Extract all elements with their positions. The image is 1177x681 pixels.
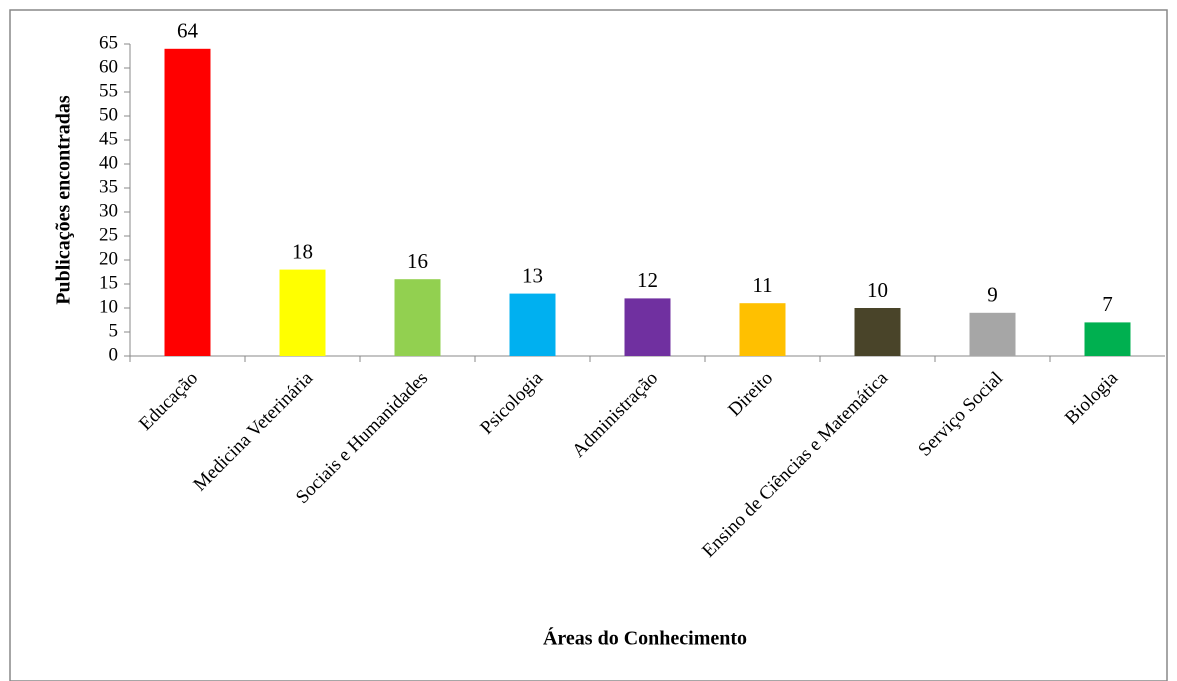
y-tick-label: 60 (99, 56, 118, 77)
y-tick-label: 25 (99, 224, 118, 245)
y-tick-label: 20 (99, 248, 118, 269)
bar (739, 303, 786, 356)
value-label: 12 (637, 268, 658, 292)
y-tick-label: 45 (99, 128, 118, 149)
bar (164, 48, 211, 357)
value-label: 16 (407, 249, 428, 273)
y-tick-label: 40 (99, 152, 118, 173)
value-label: 10 (867, 278, 888, 302)
value-label: 13 (522, 263, 543, 287)
value-label: 7 (1102, 292, 1113, 316)
y-tick-label: 5 (109, 320, 119, 341)
y-tick-label: 0 (109, 344, 119, 365)
y-tick-label: 10 (99, 296, 118, 317)
bar (969, 312, 1016, 356)
value-label: 9 (987, 283, 998, 307)
y-tick-label: 50 (99, 104, 118, 125)
value-label: 64 (177, 19, 199, 43)
y-tick-label: 35 (99, 176, 118, 197)
bar (624, 298, 671, 356)
y-tick-label: 30 (99, 200, 118, 221)
value-label: 11 (752, 273, 772, 297)
bar (1084, 322, 1131, 356)
bar (394, 279, 441, 356)
y-tick-label: 65 (99, 32, 118, 53)
y-tick-label: 55 (99, 80, 118, 101)
bar (279, 269, 326, 356)
bar (509, 293, 556, 356)
value-label: 18 (292, 239, 313, 263)
y-axis-title: Publicações encontradas (53, 95, 75, 305)
x-axis-title: Áreas do Conhecimento (543, 627, 747, 650)
bar (854, 308, 901, 356)
y-tick-label: 15 (99, 272, 118, 293)
